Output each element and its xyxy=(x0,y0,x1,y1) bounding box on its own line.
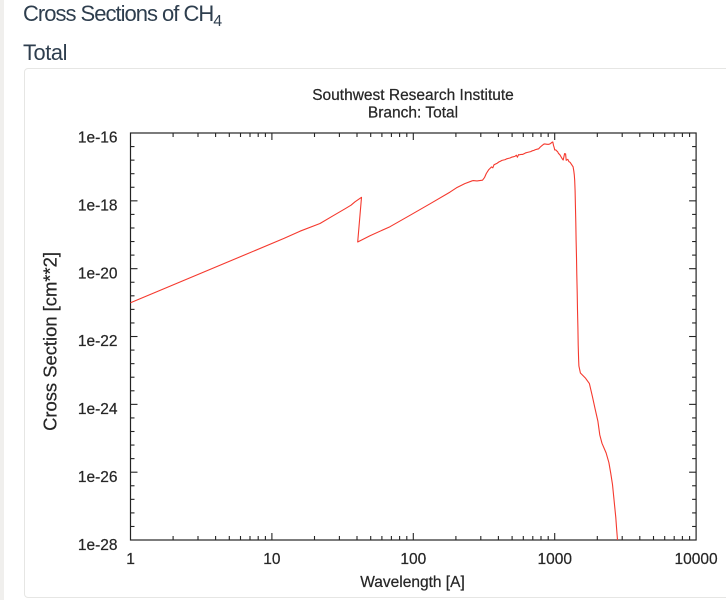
svg-text:1e-16: 1e-16 xyxy=(78,130,118,147)
svg-text:1e-22: 1e-22 xyxy=(78,333,118,350)
svg-text:Southwest Research Institute: Southwest Research Institute xyxy=(312,87,514,104)
svg-text:1: 1 xyxy=(126,551,135,568)
svg-text:1e-28: 1e-28 xyxy=(78,537,118,554)
svg-text:Wavelength [A]: Wavelength [A] xyxy=(360,574,465,591)
svg-text:10: 10 xyxy=(263,551,281,568)
svg-text:10000: 10000 xyxy=(675,551,718,568)
svg-text:Branch: Total: Branch: Total xyxy=(368,105,458,122)
svg-text:Cross Section [cm**2]: Cross Section [cm**2] xyxy=(39,252,60,431)
svg-text:100: 100 xyxy=(400,551,426,568)
svg-text:1e-18: 1e-18 xyxy=(78,197,118,214)
svg-text:1000: 1000 xyxy=(537,551,572,568)
svg-text:1e-26: 1e-26 xyxy=(78,469,118,486)
svg-text:1e-20: 1e-20 xyxy=(78,265,118,282)
svg-text:1e-24: 1e-24 xyxy=(78,401,118,418)
